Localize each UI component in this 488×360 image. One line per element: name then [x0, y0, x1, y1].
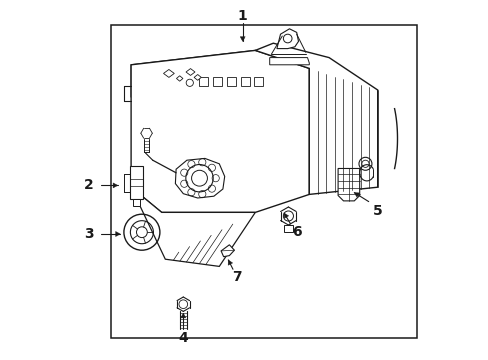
Polygon shape — [199, 77, 208, 86]
Polygon shape — [131, 50, 309, 212]
Polygon shape — [276, 29, 298, 49]
Polygon shape — [175, 158, 224, 198]
Polygon shape — [284, 225, 292, 232]
Polygon shape — [194, 75, 201, 80]
Polygon shape — [240, 37, 244, 41]
Polygon shape — [337, 168, 359, 201]
Polygon shape — [254, 77, 263, 86]
Polygon shape — [131, 50, 309, 97]
Text: 4: 4 — [178, 331, 188, 345]
Polygon shape — [255, 43, 377, 194]
Text: 1: 1 — [237, 9, 247, 23]
Polygon shape — [284, 213, 288, 219]
Text: 5: 5 — [372, 204, 382, 217]
Polygon shape — [226, 77, 235, 86]
Text: 6: 6 — [291, 225, 301, 239]
Text: 3: 3 — [84, 227, 94, 241]
Polygon shape — [213, 77, 222, 86]
Text: 2: 2 — [84, 179, 94, 192]
Polygon shape — [181, 313, 185, 318]
Polygon shape — [115, 231, 120, 237]
Polygon shape — [228, 260, 232, 265]
Polygon shape — [269, 58, 309, 65]
Polygon shape — [130, 166, 142, 199]
Polygon shape — [185, 69, 195, 76]
Bar — [111, 25, 416, 338]
Polygon shape — [163, 69, 174, 77]
Polygon shape — [354, 193, 359, 197]
Polygon shape — [240, 77, 249, 86]
Polygon shape — [113, 183, 118, 188]
Text: 7: 7 — [232, 270, 242, 284]
Polygon shape — [176, 76, 183, 81]
Polygon shape — [133, 199, 140, 206]
Polygon shape — [221, 245, 234, 257]
Polygon shape — [131, 187, 255, 266]
